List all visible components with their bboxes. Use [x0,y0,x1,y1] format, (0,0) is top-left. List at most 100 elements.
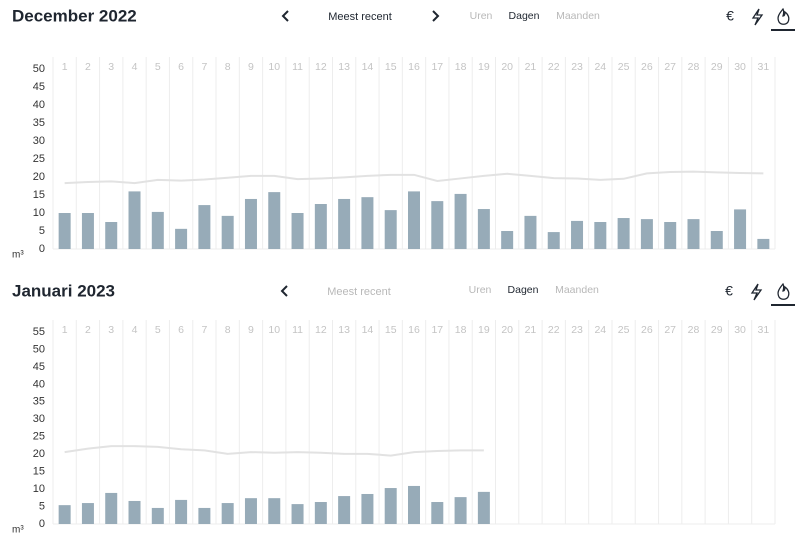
bar [291,504,304,524]
x-tick-label: 27 [664,61,676,73]
x-tick-label: 30 [734,61,746,73]
y-tick-label: 45 [33,81,45,93]
next-button[interactable] [432,10,440,22]
x-tick-label: 10 [268,61,280,73]
x-tick-label: 30 [734,324,746,336]
x-tick-label: 15 [385,61,397,73]
x-tick-label: 22 [548,61,560,73]
x-tick-label: 11 [292,324,303,336]
y-tick-label: 50 [33,63,45,75]
x-tick-label: 7 [201,61,207,73]
x-tick-label: 28 [688,324,700,336]
prev-button[interactable] [281,10,289,22]
x-tick-label: 5 [155,324,161,336]
line [64,170,764,185]
y-tick-label: 35 [33,396,45,408]
bar [58,505,71,524]
bar [524,215,537,249]
bar [477,209,490,249]
x-tick-label: 12 [315,61,327,73]
x-tick-label: 9 [248,61,254,73]
bar [291,213,304,249]
tab[interactable]: Uren [470,10,493,22]
tab-active[interactable]: Dagen [509,10,540,22]
bar [81,503,94,524]
bar [244,198,257,249]
period-label[interactable]: Meest recent [328,11,392,23]
gas-button[interactable] [777,7,790,25]
bar [128,500,141,524]
x-tick-label: 16 [408,324,420,336]
x-tick-label: 16 [408,61,420,73]
bar [757,238,770,249]
y-tick-label: 15 [33,466,45,478]
x-tick-label: 22 [548,324,560,336]
bar [571,220,584,249]
x-tick-label: 24 [594,324,606,336]
period-label: Meest recent [327,286,391,298]
x-tick-label: 26 [641,61,653,73]
bar [734,209,747,249]
bar [314,502,327,524]
tab[interactable]: Maanden [555,284,599,296]
electricity-button[interactable] [751,8,764,26]
x-tick-label: 14 [362,61,374,73]
bar [408,191,420,249]
bar [664,222,677,249]
x-tick-label: 23 [571,61,583,73]
tab[interactable]: Uren [469,284,492,296]
y-tick-label: 40 [33,99,45,111]
bar [58,213,71,249]
y-tick-label: 10 [33,207,45,219]
x-tick-label: 8 [225,61,231,73]
bar [710,231,723,249]
x-tick-label: 31 [758,61,770,73]
y-tick-label: 15 [33,189,45,201]
x-tick-label: 10 [268,324,280,336]
y-tick-label: 0 [39,243,45,255]
currency-button[interactable]: € [725,283,733,299]
x-tick-label: 4 [132,61,138,73]
currency-button[interactable]: € [726,8,734,24]
bar [687,219,700,249]
y-axis-label: m³ [12,250,24,261]
bar [501,231,514,249]
line [64,445,484,457]
x-tick-label: 7 [201,324,207,336]
x-tick-label: 13 [338,324,350,336]
bar [431,201,444,249]
y-tick-label: 25 [33,153,45,165]
prev-button[interactable] [280,285,288,297]
bar [105,222,118,249]
x-tick-label: 28 [688,61,700,73]
tab-active[interactable]: Dagen [508,284,539,296]
bar [244,498,257,524]
bar [640,219,653,249]
bar [198,507,211,524]
bar [175,499,188,524]
chart-title: December 2022 [12,6,137,25]
y-tick-label: 55 [33,326,45,338]
x-tick-label: 1 [62,61,68,73]
x-tick-label: 26 [641,324,653,336]
x-tick-label: 20 [501,324,513,336]
x-tick-label: 5 [155,61,161,73]
bar [338,198,351,249]
bar [477,491,490,524]
bar [198,205,211,249]
electricity-button[interactable] [750,283,763,301]
x-tick-label: 21 [525,324,537,336]
x-tick-label: 4 [132,324,138,336]
gas-button[interactable] [777,282,790,300]
tab[interactable]: Maanden [556,10,600,22]
x-tick-label: 8 [225,324,231,336]
chart-title: Januari 2023 [12,281,115,300]
bar [594,222,607,249]
x-tick-label: 3 [108,324,114,336]
x-tick-label: 21 [525,61,537,73]
y-tick-label: 45 [33,361,45,373]
y-tick-label: 5 [39,500,45,512]
y-tick-label: 50 [33,343,45,355]
bar [268,498,281,524]
